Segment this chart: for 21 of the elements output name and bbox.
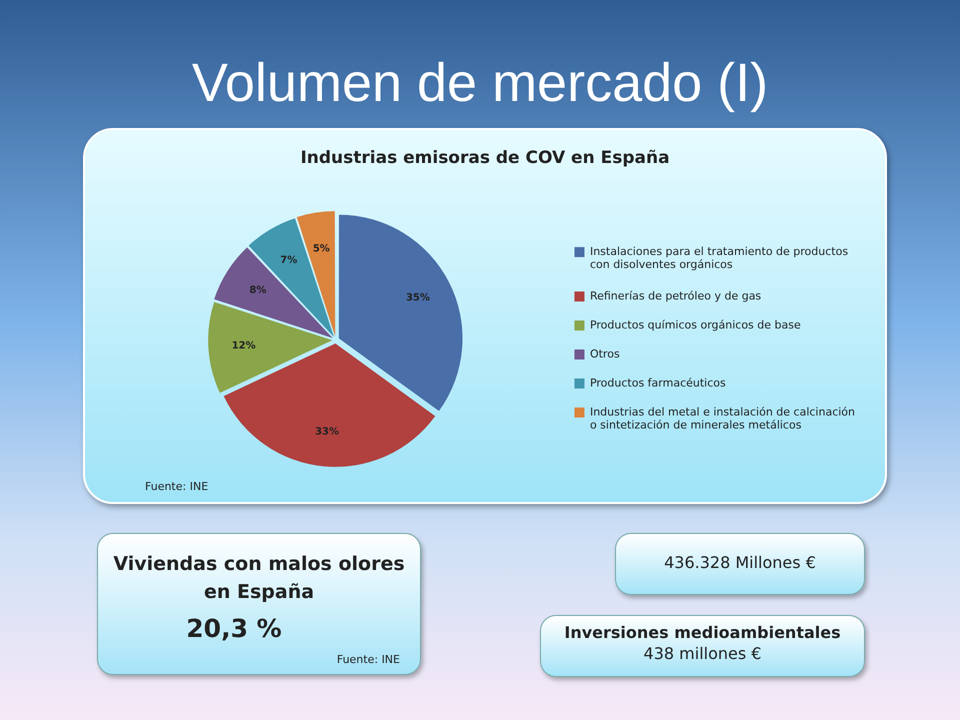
text: Inversiones medioambientales xyxy=(563,622,842,644)
text: 436.328 Millones € xyxy=(663,553,817,572)
chart-subtitle: Industrias emisoras de COV en España xyxy=(299,148,671,168)
legend-label: Productos químicos orgánicos de base xyxy=(590,318,801,332)
data-label: 8% xyxy=(249,285,266,296)
legend-label: Refinerías de petróleo y de gas xyxy=(590,289,762,302)
legend-label: Otros xyxy=(590,347,620,360)
legend-label: Productos farmacéuticos xyxy=(590,376,726,390)
data-label: 7% xyxy=(280,255,298,266)
legend-label: Industrias del metal e instalación de calcinación o sintetización de minerales metálicos xyxy=(590,405,856,432)
data-label: 35% xyxy=(406,292,430,304)
source-note: Fuente: INE xyxy=(145,480,208,493)
source-note: Fuente: INE xyxy=(336,653,400,666)
text: Viviendas con malos olores en España xyxy=(112,552,406,605)
data-label: 5% xyxy=(312,243,330,254)
text: 438 millones € xyxy=(642,644,762,663)
chart-title: Volumen de mercado (I) xyxy=(190,52,770,114)
data-label: 12% xyxy=(232,340,256,352)
data-label: 33% xyxy=(315,426,340,438)
text: 20,3 % xyxy=(185,614,283,643)
legend-label: Instalaciones para el tratamiento de productos con disolventes orgánicos xyxy=(590,244,848,272)
